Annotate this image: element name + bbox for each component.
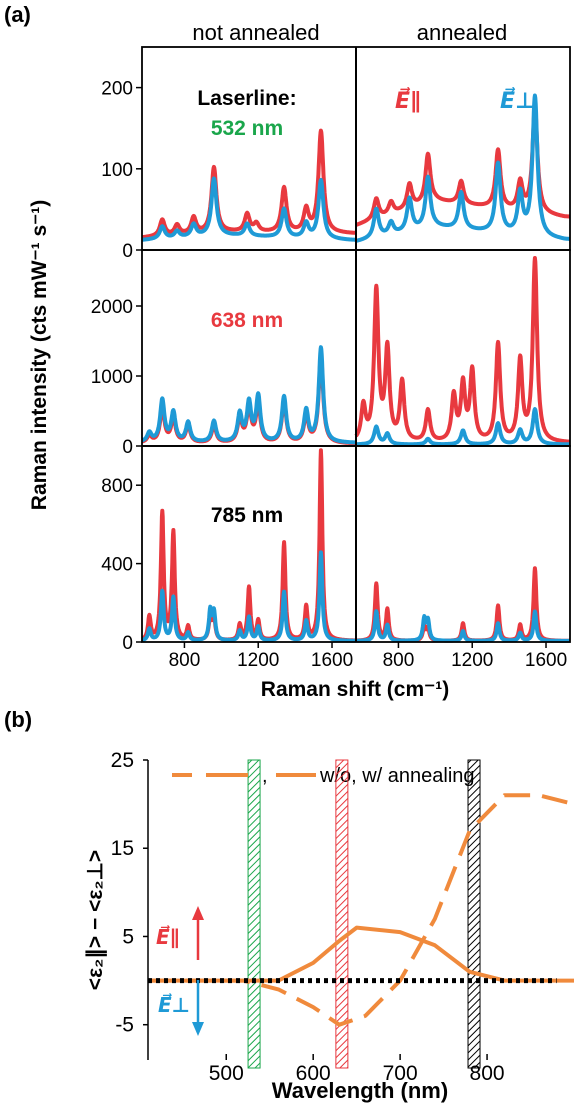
series-parallel-a-532-not-annealed <box>140 128 358 240</box>
arrow-down-head <box>192 1022 204 1036</box>
band-633nm <box>335 759 349 1069</box>
spectra-a-532-not-annealed <box>140 128 358 242</box>
x-tick-label-a: 1200 <box>451 650 493 671</box>
series-parallel-a-785-not-annealed <box>140 448 358 643</box>
series-perp-a-638-not-annealed <box>140 345 358 445</box>
e-perp-label-b: E⃗⊥ <box>158 992 190 1017</box>
series-perp-a-638-annealed <box>354 407 572 447</box>
series-perp-a-785-not-annealed <box>140 550 358 643</box>
y-tick-label-b: 25 <box>111 749 134 772</box>
y-tick-label-a: 200 <box>101 79 133 100</box>
y-tick-label-a: 100 <box>101 160 133 181</box>
ylabel-b: <ε₂∥> − <ε₂⊥> <box>84 850 107 990</box>
arrow-up-head <box>192 906 204 920</box>
series-perp-a-532-annealed <box>354 93 572 243</box>
series-parallel-a-638-annealed <box>354 256 572 444</box>
x-tick-label-a: 1200 <box>237 650 279 671</box>
laser-638-label: 638 nm <box>211 309 283 332</box>
x-tick-label-b: 600 <box>296 1062 331 1085</box>
e-perp-label-a: E⃗⊥ <box>500 87 535 113</box>
xlabel-b: Wavelength (nm) <box>272 1078 448 1103</box>
e-parallel-label-a: E⃗∥ <box>395 87 421 113</box>
series-perp-a-785-annealed <box>354 609 572 643</box>
y-tick-label-a: 800 <box>101 476 133 497</box>
series-dashed-b <box>148 793 574 1027</box>
spectra-a-785-annealed: 800 1200 1600 <box>354 566 572 671</box>
panel-b-label: (b) <box>4 707 32 732</box>
spectra-a-532-annealed <box>354 93 572 243</box>
spectra-a-638-not-annealed <box>140 345 358 446</box>
e-parallel-label-b: E⃗∥ <box>156 924 180 949</box>
laserline-label: Laserline: <box>197 87 296 110</box>
laser-785-label: 785 nm <box>211 504 283 527</box>
y-tick-label-a: 1000 <box>91 367 133 388</box>
spectra-a-638-annealed <box>354 256 572 447</box>
legend-text: w/o, w/ annealing <box>319 765 475 787</box>
x-tick-label-a: 1600 <box>525 650 567 671</box>
spectra-a-785-not-annealed: 800 1200 1600 <box>140 448 358 671</box>
x-tick-label-b: 800 <box>470 1062 505 1085</box>
y-tick-label-a: 400 <box>101 555 133 576</box>
series-solid-b <box>148 925 574 983</box>
panel-a-label: (a) <box>4 2 31 27</box>
y-tick-label-a: 0 <box>122 633 133 654</box>
x-tick-label-b: 700 <box>383 1062 418 1085</box>
x-tick-label-a: 800 <box>169 650 201 671</box>
y-tick-label-b: -5 <box>115 1014 134 1037</box>
col-title-not-annealed: not annealed <box>192 20 319 45</box>
xlabel-a: Raman shift (cm⁻¹) <box>261 678 449 701</box>
ylabel-a: Raman intensity (cts mW⁻¹ s⁻¹) <box>28 200 51 510</box>
col-title-annealed: annealed <box>417 20 508 45</box>
band-785nm <box>467 759 481 1069</box>
y-tick-label-a: 0 <box>122 437 133 458</box>
legend-separator: , <box>262 765 268 787</box>
series-perp-a-532-not-annealed <box>140 176 358 242</box>
x-tick-label-a: 800 <box>383 650 415 671</box>
y-tick-label-b: 15 <box>111 837 134 860</box>
y-tick-label-a: 0 <box>122 241 133 262</box>
y-tick-label-b: 5 <box>122 925 134 948</box>
x-tick-label-a: 1600 <box>311 650 353 671</box>
y-tick-label-a: 2000 <box>91 297 133 318</box>
laser-532-label: 532 nm <box>211 117 283 140</box>
x-tick-label-b: 500 <box>209 1062 244 1085</box>
band-532nm <box>247 759 261 1069</box>
